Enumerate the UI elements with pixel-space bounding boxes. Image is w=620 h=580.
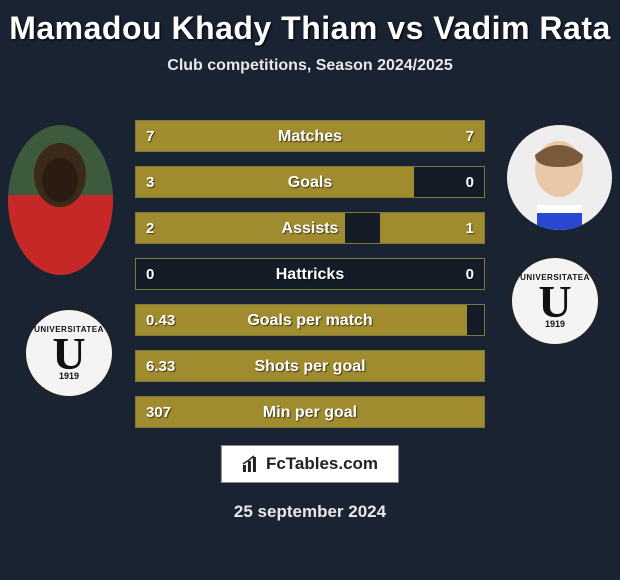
club-year: 1919 (59, 371, 79, 381)
player-right-avatar (507, 125, 612, 230)
club-year: 1919 (545, 319, 565, 329)
club-letter: U (52, 334, 85, 373)
stat-row: 21Assists (135, 212, 485, 244)
avatar-placeholder-icon (8, 125, 113, 275)
avatar-placeholder-icon (507, 125, 612, 230)
date-text: 25 september 2024 (0, 502, 620, 522)
brand-text: FcTables.com (266, 454, 378, 474)
stat-label: Min per goal (136, 397, 484, 427)
player-left-avatar (8, 125, 113, 275)
stat-row: 30Goals (135, 166, 485, 198)
club-badge-right: UNIVERSITATEA U 1919 (510, 256, 600, 346)
stat-label: Assists (136, 213, 484, 243)
chart-icon (242, 455, 260, 473)
stats-panel: 77Matches 30Goals 21Assists 00Hattricks 0.43… (135, 120, 485, 442)
stat-row: 77Matches (135, 120, 485, 152)
subtitle: Club competitions, Season 2024/2025 (0, 57, 620, 75)
club-letter: U (538, 282, 571, 321)
stat-label: Shots per goal (136, 351, 484, 381)
stat-label: Matches (136, 121, 484, 151)
brand-chip[interactable]: FcTables.com (221, 445, 399, 483)
stat-label: Hattricks (136, 259, 484, 289)
stat-row: 307Min per goal (135, 396, 485, 428)
page-title: Mamadou Khady Thiam vs Vadim Rata (0, 0, 620, 47)
stat-label: Goals per match (136, 305, 484, 335)
stat-label: Goals (136, 167, 484, 197)
stat-row: 00Hattricks (135, 258, 485, 290)
stat-row: 6.33Shots per goal (135, 350, 485, 382)
club-badge-left: UNIVERSITATEA U 1919 (24, 308, 114, 398)
stat-row: 0.43Goals per match (135, 304, 485, 336)
